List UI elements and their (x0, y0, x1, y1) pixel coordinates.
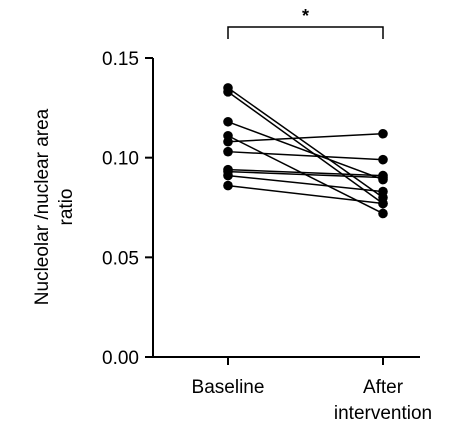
x-ticks: Baseline After intervention (192, 357, 432, 424)
baseline-point (223, 87, 233, 97)
y-axis-label: Nucleolar /nuclear area ratio (32, 108, 77, 305)
significance-bracket: * (227, 6, 384, 39)
baseline-point (223, 116, 233, 127)
pair-line (227, 174, 384, 193)
y-tick-label: 0.05 (102, 248, 139, 269)
significance-label: * (302, 6, 309, 26)
baseline-point (223, 180, 233, 191)
pair-line (227, 87, 384, 199)
pair-line (227, 132, 384, 143)
pair-lines (227, 87, 384, 215)
pair-line (227, 150, 384, 161)
y-tick-label: 0.10 (102, 149, 139, 170)
pair-line (227, 91, 384, 205)
baseline-point (223, 136, 233, 147)
x-tick-label: After intervention (334, 377, 432, 424)
after-point (378, 186, 388, 197)
after-point (378, 128, 388, 139)
data-points (223, 83, 388, 219)
pair-line (227, 170, 384, 179)
y-axis-title: Nucleolar /nuclear area ratio (32, 108, 77, 305)
bracket-line (227, 26, 384, 39)
baseline-point (223, 170, 233, 181)
pair-line (227, 184, 384, 205)
x-tick-label: Baseline (192, 377, 265, 398)
after-point (378, 208, 388, 219)
pair-line (227, 121, 384, 181)
after-point (378, 172, 388, 183)
after-point (378, 154, 388, 165)
y-tick-label: 0.15 (102, 49, 139, 70)
y-ticks: 0.00 0.05 0.10 0.15 (102, 49, 153, 369)
y-tick-label: 0.00 (102, 348, 139, 369)
after-point (378, 198, 388, 209)
pair-line (227, 168, 384, 177)
baseline-point (223, 146, 233, 157)
